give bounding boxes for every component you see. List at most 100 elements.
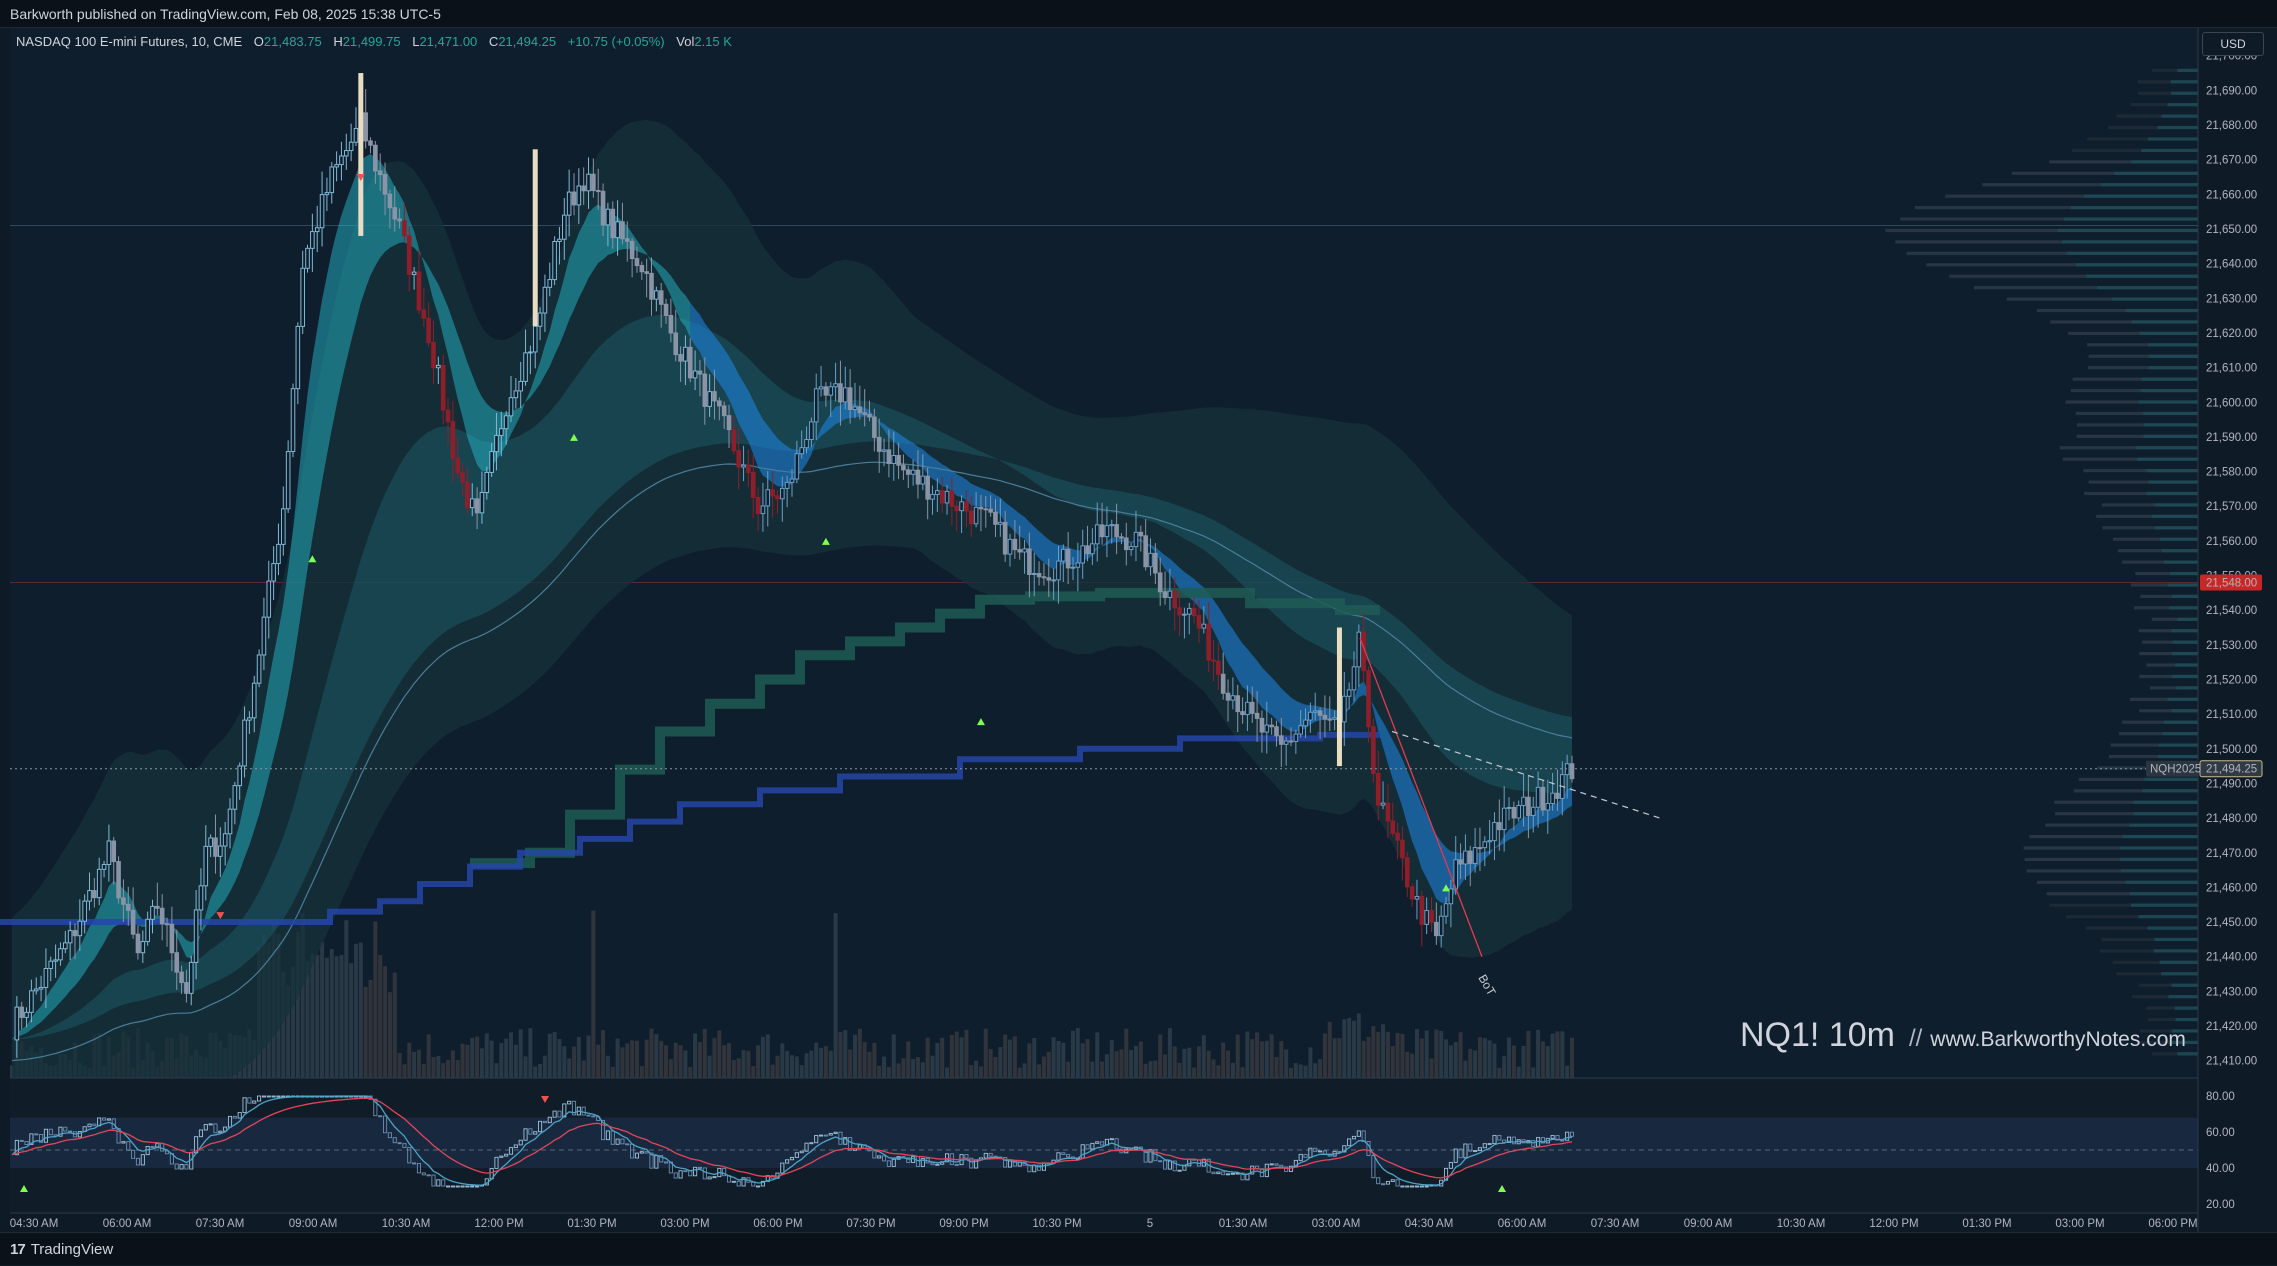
volume-profile-row [2024, 857, 2198, 862]
volume-profile-row-buy [2157, 125, 2198, 130]
candle-body [382, 174, 388, 195]
oscillator-candle [232, 1115, 237, 1119]
oscillator-candle [1225, 1173, 1231, 1176]
candle-body [983, 508, 989, 511]
oscillator-candle [426, 1174, 431, 1177]
oscillator-candle [499, 1155, 504, 1158]
candle-body [1472, 847, 1478, 864]
oscillator-candle [1003, 1157, 1008, 1168]
volume-profile-row-buy [2142, 411, 2198, 416]
brand-name[interactable]: TradingView [30, 1241, 114, 1258]
volume-profile-row-buy [2141, 377, 2198, 381]
volume-profile-row [2046, 892, 2198, 896]
volume-profile-row [2117, 549, 2198, 553]
watermark-separator: // [1908, 1025, 1923, 1052]
oscillator-candle [87, 1123, 92, 1128]
volume-profile-row-buy [2075, 263, 2198, 267]
volume-profile-row [2139, 983, 2198, 987]
oscillator-candle [615, 1138, 620, 1145]
candle-body [1196, 615, 1202, 629]
candle-body [886, 449, 892, 464]
candle-body [1317, 710, 1323, 716]
tradingview-logo-icon[interactable]: 17 [10, 1241, 26, 1258]
candle-body [319, 194, 325, 229]
volume-bar [644, 1039, 649, 1078]
oscillator-candle [1473, 1150, 1478, 1153]
volume-bar [601, 1029, 606, 1078]
volume-profile-row [2152, 1052, 2198, 1056]
volume-profile-row [2113, 537, 2198, 541]
oscillator-candle [1356, 1130, 1361, 1137]
volume-bar [1143, 1063, 1148, 1078]
price-chart[interactable]: BoT 21,700.0021,690.0021,680.0021,670.00… [0, 28, 2277, 1232]
candle-body [1017, 549, 1023, 553]
candle-body [208, 837, 213, 847]
currency-button[interactable]: USD [2202, 32, 2264, 56]
volume-profile-row-buy [2131, 320, 2198, 324]
volume-bar [407, 1042, 412, 1078]
candle-body [19, 1006, 24, 1018]
candle-body [169, 923, 175, 954]
candle-body [542, 286, 548, 314]
oscillator-candle [63, 1126, 68, 1132]
candle-body [416, 271, 422, 311]
candle-body [552, 240, 557, 281]
candle-body [925, 475, 930, 500]
volume-bar [1109, 1040, 1114, 1078]
volume-profile-row [2078, 777, 2198, 781]
candle-body [1162, 591, 1168, 598]
candle-body [1535, 786, 1541, 808]
volume-profile-row [2036, 308, 2198, 313]
oscillator-candle [954, 1163, 959, 1166]
candle-body [1511, 806, 1517, 819]
volume-profile-row-buy [2172, 640, 2198, 644]
volume-profile-row [2137, 80, 2198, 84]
volume-bar [1395, 1032, 1400, 1078]
candle-body [978, 506, 984, 510]
oscillator-candle [673, 1172, 678, 1179]
candle-body [823, 386, 829, 396]
volume-profile-row [2121, 560, 2198, 564]
candle-body [1264, 724, 1270, 733]
price-tick-label: 21,500.00 [2206, 744, 2257, 756]
candle-body [639, 265, 645, 273]
candle-body [1220, 673, 1226, 694]
volume-bar [1463, 1060, 1468, 1078]
candle-body [1002, 521, 1008, 555]
candle-body [426, 317, 431, 344]
oscillator-candle [1385, 1181, 1390, 1185]
oscillator-candle [518, 1139, 523, 1146]
last-price-tag [2199, 760, 2263, 778]
candle-body [67, 930, 73, 944]
volume-label: Vol [676, 34, 695, 49]
time-axis[interactable]: 04:30 AM 06:00 AM 07:30 AM 09:00 AM 10:30 AM… [10, 1212, 2198, 1230]
oscillator-candle [843, 1137, 848, 1145]
volume-bar [334, 956, 339, 1078]
price-tick-label: 21,600.00 [2206, 397, 2257, 409]
price-axis-background [2198, 28, 2277, 1213]
time-tick-label: 09:00 PM [939, 1218, 988, 1230]
candle-body [954, 505, 960, 512]
candle-body [547, 279, 553, 288]
candle-body [1521, 796, 1526, 807]
candle-body [339, 155, 344, 166]
candle-body [1182, 613, 1187, 616]
price-tick-label: 21,430.00 [2206, 986, 2257, 998]
candle-body [281, 508, 286, 545]
candle-body [561, 214, 567, 240]
symbol-tag [2146, 760, 2198, 777]
candle-body [566, 191, 572, 216]
price-axis[interactable]: 21,700.0021,690.0021,680.0021,670.0021,6… [2146, 28, 2277, 1232]
volume-bar [862, 1042, 867, 1078]
volume-bar [1163, 1054, 1168, 1078]
candle-body [998, 521, 1003, 525]
time-tick-label: 09:00 AM [1684, 1218, 1733, 1230]
volume-profile-row-buy [2167, 103, 2198, 107]
time-tick-label: 09:00 AM [289, 1218, 338, 1230]
volume-profile-row [2130, 103, 2198, 107]
volume-profile-row [2068, 331, 2198, 335]
candle-body [188, 961, 194, 994]
oscillator-tick-label: 60.00 [2206, 1127, 2235, 1139]
candle-body [973, 506, 979, 525]
volume-profile-row-buy [2159, 537, 2198, 541]
